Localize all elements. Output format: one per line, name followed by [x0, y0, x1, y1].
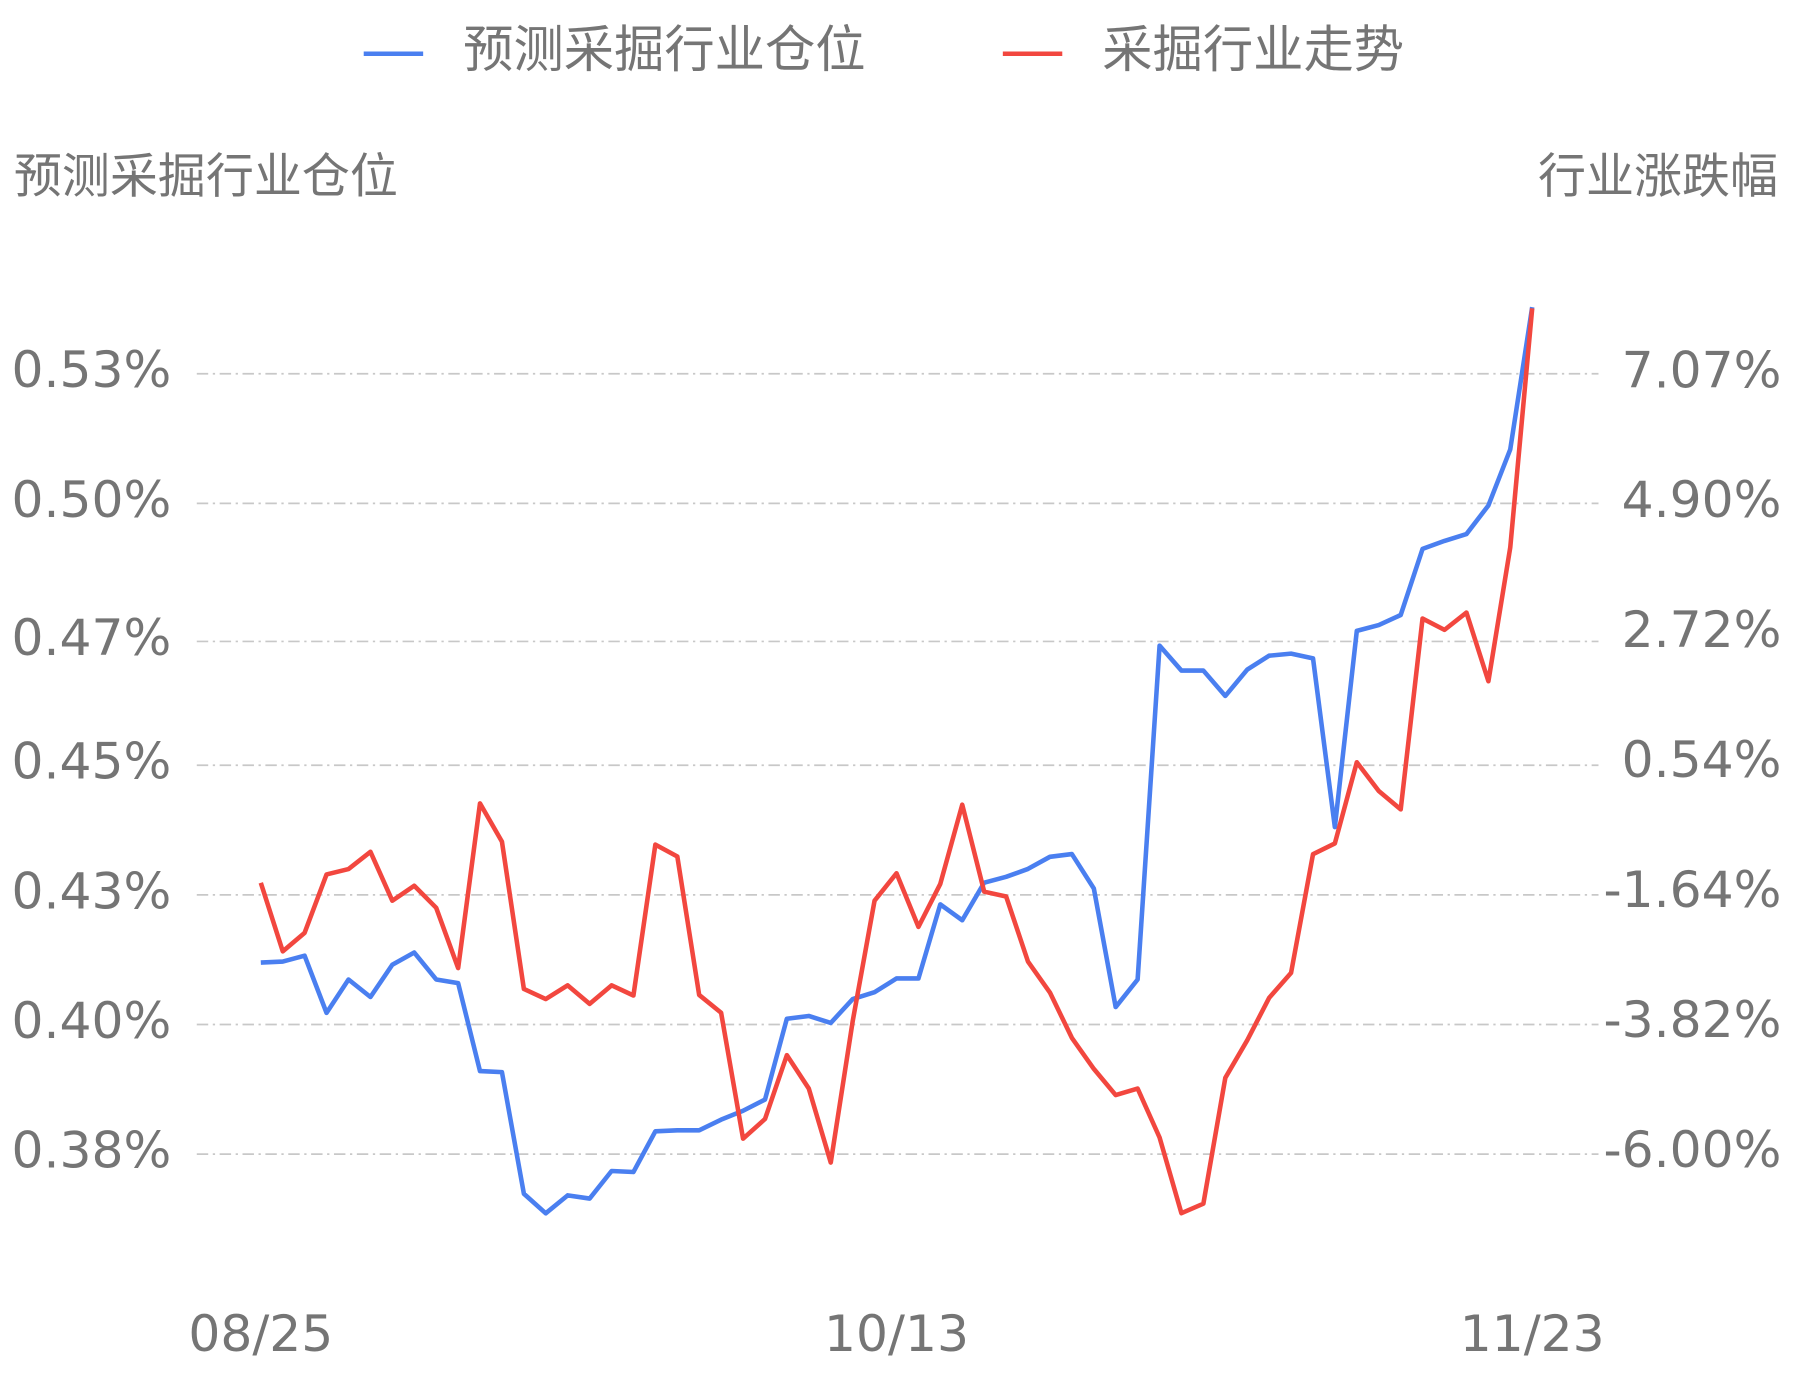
y2-axis-title: 行业涨跌幅 — [1538, 149, 1778, 205]
line-series — [258, 308, 1535, 1216]
y2-tick-label: 4.90% — [1622, 470, 1782, 529]
y-tick-label: 0.47% — [12, 608, 172, 667]
x-tick-label: 11/23 — [1460, 1304, 1605, 1363]
legend-label: 采掘行业走势 — [1102, 20, 1404, 79]
x-tick-label: 10/13 — [824, 1304, 969, 1363]
line-series — [260, 306, 1535, 1216]
y-axis-title: 预测采掘行业仓位 — [14, 149, 398, 205]
y-tick-label: 0.40% — [12, 991, 172, 1050]
y-tick-label: 0.38% — [12, 1121, 172, 1180]
y-tick-label: 0.53% — [12, 340, 172, 399]
legend-label: 预测采掘行业仓位 — [463, 20, 865, 79]
y2-tick-label: 0.54% — [1622, 730, 1782, 789]
y2-tick-label: -1.64% — [1604, 860, 1782, 919]
y-tick-label: 0.50% — [12, 470, 172, 529]
y-tick-label: 0.43% — [12, 861, 172, 920]
y2-tick-label: 7.07% — [1622, 340, 1782, 399]
y2-tick-label: -6.00% — [1604, 1120, 1782, 1179]
y2-tick-label: -3.82% — [1604, 990, 1782, 1049]
x-tick-label: 08/25 — [188, 1304, 333, 1363]
y2-tick-label: 2.72% — [1622, 600, 1782, 659]
y-tick-label: 0.45% — [12, 732, 172, 791]
